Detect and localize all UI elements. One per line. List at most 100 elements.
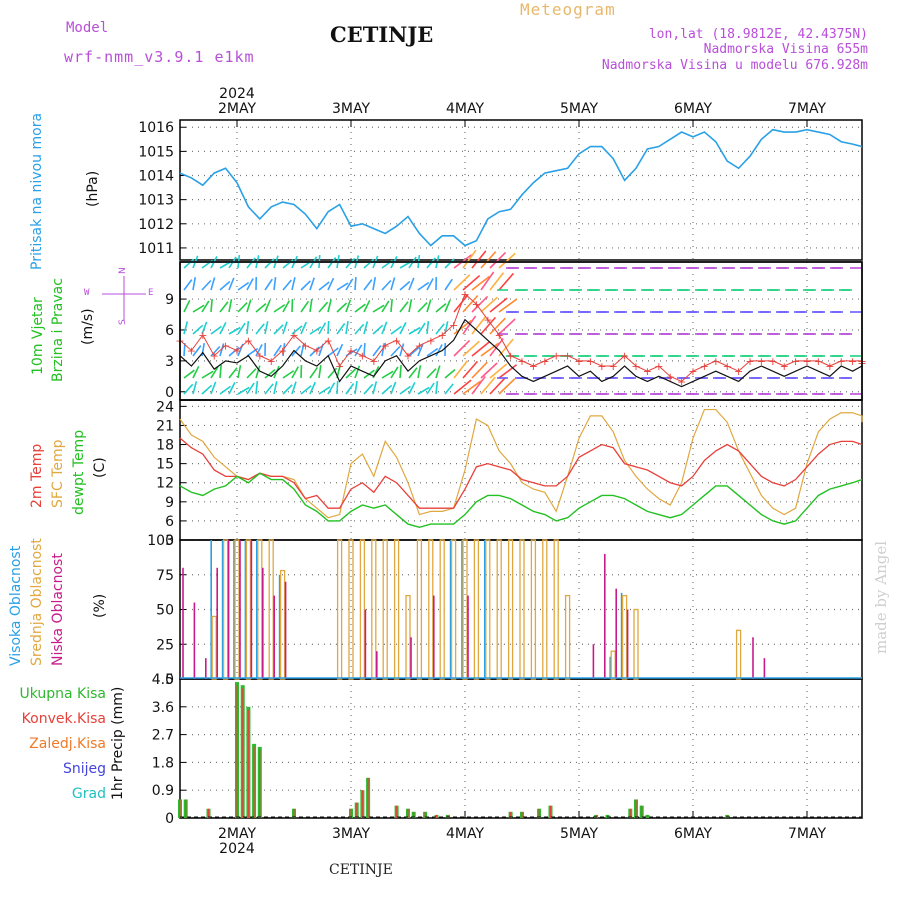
y-tick-label: 0 — [165, 385, 174, 401]
wind-arrow — [246, 257, 256, 269]
wind-arrow — [201, 370, 214, 379]
wind-arrow — [210, 345, 221, 357]
wind-gust-marker: + — [426, 334, 435, 347]
wind-arrow — [399, 301, 409, 313]
wind-arrow — [471, 295, 489, 313]
wind-gust-marker: + — [643, 365, 652, 378]
wind-arrow — [453, 274, 471, 291]
wind-arrow — [480, 271, 495, 291]
x-tick-label-bottom: 5MAY — [560, 826, 598, 842]
precip-conv-bar — [413, 811, 415, 818]
compass-east: E — [148, 288, 154, 298]
wind-arrow — [318, 322, 327, 335]
wind-arrow — [381, 370, 394, 379]
wind-arrow — [282, 279, 292, 291]
wind-arrow — [453, 379, 472, 395]
wind-arrow — [210, 366, 219, 379]
wind-gust-marker: + — [369, 355, 378, 368]
wind-arrow — [399, 280, 411, 291]
x-tick-label-bottom: 4MAY — [446, 826, 484, 842]
wind-arrow — [255, 344, 263, 357]
cloud-bar — [257, 539, 263, 680]
wind-arrow — [453, 360, 469, 379]
y-tick-label: 1014 — [138, 169, 174, 185]
wind-arrow — [210, 325, 222, 335]
wind-gust-line — [179, 293, 863, 383]
compass-west: W — [84, 288, 90, 298]
y-tick-label: 1011 — [138, 241, 174, 257]
wind-arrow — [327, 277, 335, 291]
wind-gust-marker: + — [517, 355, 526, 368]
wind-arrow — [309, 381, 317, 395]
wind-arrow — [489, 297, 508, 313]
wind-gust-marker: + — [289, 329, 298, 342]
cloud-bar — [405, 594, 411, 680]
dewpoint-line — [179, 472, 863, 528]
wind-arrow — [363, 383, 374, 395]
wind-gust-marker: + — [700, 360, 709, 373]
wind-gust-marker: + — [597, 360, 606, 373]
wind-gust-marker: + — [745, 355, 754, 368]
y-tick-label: 1.8 — [152, 755, 174, 771]
wind-arrow — [264, 369, 276, 379]
wind-arrow — [210, 381, 217, 395]
wind-arrow — [435, 380, 439, 395]
wind-arrow — [462, 274, 481, 291]
cloud-bar — [530, 539, 537, 680]
cloud-bar — [621, 594, 628, 680]
y-tick-label: 15 — [156, 457, 174, 473]
x-tick-label-top: 5MAY — [560, 101, 598, 117]
wind-arrow — [201, 300, 210, 313]
wind-arrow — [471, 316, 487, 335]
wind-arrow — [462, 315, 477, 335]
wind-gust-marker: + — [198, 329, 207, 342]
y-tick-label: 25 — [156, 637, 174, 653]
wind-direction-arrows — [183, 249, 861, 395]
wind-gust-marker: + — [540, 355, 549, 368]
wind-arrow — [219, 280, 231, 291]
wind-gust-marker: + — [848, 355, 857, 368]
panel-frame — [179, 261, 863, 401]
wind-gust-marker: + — [460, 288, 469, 301]
wind-gust-marker: + — [210, 350, 219, 363]
y-tick-label: 3.6 — [152, 700, 174, 716]
y-tick-label: 21 — [156, 418, 174, 434]
panel-frame — [179, 119, 863, 261]
wind-arrow — [345, 368, 357, 379]
wind-gust-marker: + — [346, 345, 355, 358]
precip-conv-bar — [179, 799, 181, 818]
wind-arrow — [372, 304, 385, 313]
x-tick-label-top: 7MAY — [788, 101, 826, 117]
y-tick-label: 100 — [147, 533, 174, 549]
wind-arrow — [426, 382, 435, 395]
wind-arrow — [228, 277, 235, 291]
wind-gust-marker: + — [825, 360, 834, 373]
wind-arrow — [354, 276, 357, 291]
wind-gust-marker: + — [483, 314, 492, 327]
page-title: CETINJE — [330, 22, 434, 47]
wind-arrow — [192, 381, 198, 395]
wind-arrow — [201, 279, 212, 291]
wind-gust-marker: + — [495, 329, 504, 342]
wind-arrow — [255, 365, 261, 379]
wind-arrow — [363, 279, 373, 291]
wind-arrow — [354, 344, 363, 357]
wind-arrow — [264, 258, 275, 269]
precip-snow-label: Snijeg — [62, 761, 106, 777]
precip-conv-bar — [550, 805, 551, 818]
wind-arrow — [498, 378, 516, 395]
y-tick-label: 9 — [165, 495, 174, 511]
wind-arrow — [489, 337, 504, 357]
wind-arrow — [228, 346, 240, 357]
wind-arrow — [264, 278, 273, 291]
precip-conv-bar — [396, 805, 398, 818]
wind-arrow — [489, 251, 507, 269]
wind-arrow — [462, 249, 477, 269]
x-tick-label-top: 3MAY — [332, 101, 370, 117]
wind-arrow — [309, 277, 315, 291]
wind-arrow — [336, 380, 339, 395]
wind-arrow — [309, 346, 320, 357]
precip-conv-bar — [607, 814, 608, 818]
wind-arrow — [399, 364, 402, 379]
